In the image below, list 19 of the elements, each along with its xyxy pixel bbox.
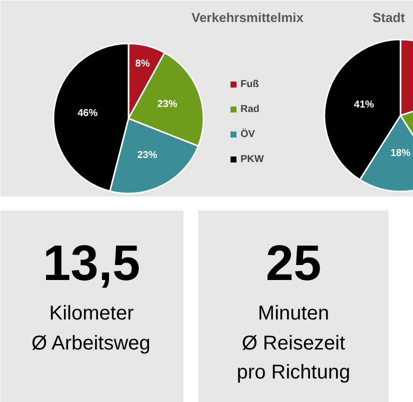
data-label: 46% xyxy=(78,108,98,119)
legend-label: Rad xyxy=(240,104,260,115)
text: Ø Reisezeit xyxy=(242,332,346,354)
chart-title: Verkehrsmittelmix xyxy=(192,10,304,25)
text: pro Richtung xyxy=(236,362,350,384)
data-label: 23% xyxy=(157,99,178,110)
text: 13,5 xyxy=(42,235,140,291)
text: Ø Arbeitsweg xyxy=(31,332,150,354)
legend-label: PKW xyxy=(240,154,264,165)
data-label: 23% xyxy=(137,150,158,161)
data-label: 41% xyxy=(354,99,374,110)
data-label: 8% xyxy=(135,58,150,70)
text: 25 xyxy=(266,235,322,291)
legend-label: Fuß xyxy=(240,79,259,90)
legend-label: ÖV xyxy=(240,128,256,140)
data-label: 18% xyxy=(390,148,411,159)
text: Kilometer xyxy=(49,302,134,324)
chart-title: Stadt xyxy=(372,10,406,25)
text: Minuten xyxy=(258,302,330,324)
